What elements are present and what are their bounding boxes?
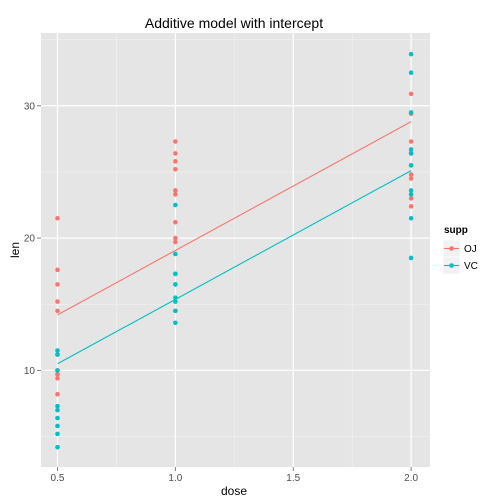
y-tick-label: 20 [24,234,36,245]
point-oj [408,172,414,177]
point-vc [55,444,60,450]
fit-line-oj [57,121,412,316]
point-oj [55,376,60,381]
legend-label-oj: OJ [464,244,477,255]
point-oj [408,204,414,209]
point-oj [408,196,414,201]
chart-title: Additive model with intercept [145,15,323,31]
point-vc [173,308,178,314]
point-vc [408,51,414,57]
point-oj [55,267,60,273]
point-oj [173,139,178,144]
fit-lines [57,121,412,365]
y-tick-label: 10 [24,366,36,377]
point-vc [55,348,60,353]
legend-entries: OJ VC [442,239,478,275]
point-vc [173,320,178,326]
point-oj [55,282,60,287]
x-tick-label: 0.5 [51,473,65,484]
point-vc [408,215,414,221]
point-vc [55,407,60,413]
y-axis-title: len [8,242,22,258]
point-vc [55,415,60,421]
point-vc [408,70,414,75]
point-oj [55,372,60,377]
point-oj [173,235,178,241]
point-vc [408,255,414,261]
point-oj [173,219,178,225]
point-oj [55,215,60,221]
point-vc [55,431,60,437]
point-oj [408,91,414,97]
point-oj [55,391,60,397]
point-vc [55,423,60,429]
legend-title: supp [444,225,468,236]
y-tick-label: 30 [24,101,36,112]
point-vc [408,110,414,115]
plot-panel [41,33,430,467]
point-oj [408,139,414,144]
data-points [55,51,414,450]
point-oj [173,192,178,197]
point-vc [408,188,414,193]
point-vc [408,151,414,156]
x-tick-label: 1.0 [168,473,182,484]
point-vc [408,163,414,168]
x-tick-label: 2.0 [404,473,418,484]
point-oj [173,166,178,172]
point-oj [408,176,414,181]
y-axis-ticks: 10 20 30 [24,101,41,377]
point-vc [173,299,178,304]
point-vc [173,251,178,257]
point-oj [173,159,178,164]
x-axis-title: dose [221,484,247,498]
legend-label-vc: VC [464,261,478,272]
point-vc [173,282,178,287]
legend: supp OJ VC [442,225,478,275]
x-axis-ticks: 0.5 1.0 1.5 2.0 [51,467,419,484]
point-vc [173,271,178,277]
legend-point-vc [449,263,454,268]
point-vc [55,403,60,409]
legend-point-oj [449,246,454,251]
point-vc [55,368,60,373]
point-vc [408,147,414,152]
point-vc [173,295,178,300]
point-oj [55,308,60,314]
fit-line-vc [57,170,412,365]
point-oj [55,299,60,304]
point-oj [173,188,178,193]
point-vc [55,352,60,357]
point-oj [173,151,178,156]
point-vc [173,202,178,208]
point-vc [408,192,414,197]
x-tick-label: 1.5 [286,473,300,484]
point-oj [173,239,178,245]
